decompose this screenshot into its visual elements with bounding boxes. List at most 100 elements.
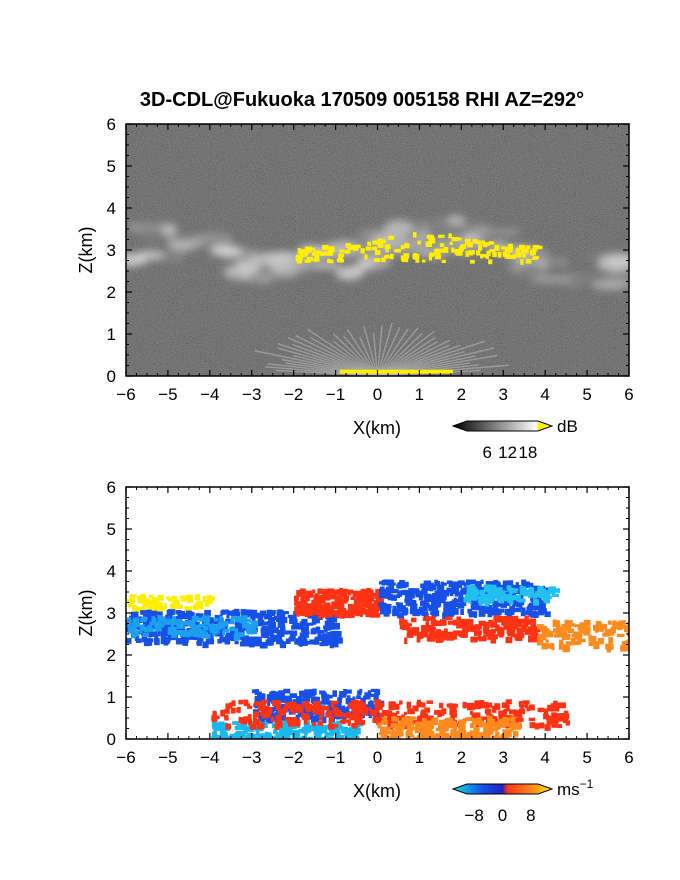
- velocity-cell: [468, 610, 473, 618]
- velocity-cell: [377, 737, 384, 739]
- velocity-cell: [246, 732, 253, 739]
- velocity-cell: [405, 731, 411, 738]
- velocity-cell: [505, 636, 513, 644]
- velocity-cell: [165, 614, 169, 622]
- velocity-cell: [180, 610, 186, 617]
- velocity-cell: [332, 690, 338, 697]
- velocity-cell: [528, 717, 536, 722]
- velocity-cell: [385, 603, 392, 609]
- intensity-cell: [465, 250, 470, 257]
- velocity-cell: [261, 707, 269, 711]
- velocity-cell: [413, 589, 417, 594]
- velocity-cell: [532, 585, 540, 592]
- intensity-cell: [438, 234, 445, 238]
- velocity-cell: [287, 614, 294, 618]
- velocity-cell: [333, 710, 342, 717]
- intensity-blob: [313, 262, 342, 269]
- velocity-cell: [240, 722, 248, 730]
- velocity-cell: [289, 638, 295, 642]
- velocity-cell: [511, 595, 518, 601]
- velocity-cell: [304, 594, 310, 602]
- velocity-cell: [385, 726, 391, 731]
- velocity-cell: [413, 737, 419, 739]
- velocity-cell: [462, 628, 468, 634]
- velocity-cell: [431, 620, 438, 626]
- velocity-cell: [400, 724, 405, 730]
- velocity-cell: [415, 721, 421, 728]
- velocity-cell: [288, 722, 295, 727]
- velocity-cell: [148, 594, 154, 598]
- velocity-cell: [510, 584, 514, 588]
- velocity-cell: [439, 702, 444, 709]
- velocity-cell: [359, 700, 363, 708]
- velocity-cell: [571, 623, 576, 627]
- velocity-cell: [306, 622, 314, 626]
- velocity-cell: [317, 610, 322, 616]
- intensity-y-axis-label: Z(km): [76, 227, 96, 274]
- velocity-cell: [316, 604, 325, 609]
- velocity-cell: [320, 629, 325, 634]
- velocity-cell: [343, 591, 348, 599]
- velocity-cell: [266, 713, 271, 718]
- velocity-cell: [448, 620, 456, 625]
- x-tick-label: 3: [499, 748, 508, 767]
- velocity-cell: [417, 738, 426, 739]
- y-tick-label: 0: [107, 367, 116, 386]
- velocity-cell: [443, 605, 450, 610]
- intensity-features: [126, 214, 629, 376]
- velocity-cell: [341, 610, 349, 614]
- velocity-cell: [543, 600, 551, 604]
- velocity-cell: [411, 627, 420, 632]
- velocity-cell: [245, 625, 250, 633]
- velocity-cell: [440, 619, 447, 626]
- x-tick-label: 0: [373, 385, 382, 404]
- velocity-cell: [519, 586, 524, 593]
- intensity-cell: [480, 253, 484, 259]
- velocity-cell: [391, 716, 397, 721]
- velocity-cell: [247, 705, 253, 709]
- velocity-cell: [172, 616, 177, 620]
- velocity-cell: [215, 725, 223, 731]
- velocity-cell: [507, 625, 516, 631]
- velocity-cell: [175, 638, 184, 645]
- velocity-cell: [348, 730, 357, 736]
- intensity-blob: [519, 262, 542, 280]
- y-tick-label: 4: [107, 562, 116, 581]
- velocity-cell: [186, 594, 193, 601]
- velocity-cell: [221, 735, 230, 739]
- velocity-cell: [503, 616, 510, 620]
- velocity-cell: [274, 615, 281, 621]
- velocity-cell: [262, 703, 266, 710]
- velocity-cell: [347, 603, 354, 611]
- velocity-cell: [330, 716, 334, 723]
- velocity-cell: [608, 637, 614, 644]
- velocity-cell: [564, 619, 569, 626]
- velocity-cell: [159, 602, 163, 607]
- intensity-cell: [304, 246, 312, 253]
- velocity-cell: [520, 612, 526, 617]
- velocity-cell: [493, 602, 501, 607]
- fan-ray: [343, 335, 379, 376]
- velocity-cell: [397, 582, 405, 589]
- velocity-cell: [404, 637, 408, 645]
- velocity-cell: [238, 627, 245, 634]
- velocity-cell: [307, 726, 314, 731]
- velocity-cell: [518, 717, 524, 722]
- intensity-blob: [529, 276, 572, 284]
- velocity-cell: [565, 641, 572, 646]
- velocity-cell: [405, 595, 412, 600]
- velocity-cell: [544, 724, 551, 731]
- velocity-cell: [408, 716, 416, 720]
- velocity-cell: [457, 605, 465, 609]
- velocity-cell: [363, 596, 370, 602]
- velocity-cell: [224, 708, 230, 714]
- velocity-cell: [295, 608, 301, 615]
- velocity-cell: [267, 700, 271, 707]
- velocity-cell: [149, 638, 154, 643]
- velocity-cell: [502, 600, 510, 605]
- intensity-cell: [475, 240, 482, 245]
- intensity-blob: [349, 263, 374, 271]
- velocity-cell: [381, 709, 389, 717]
- velocity-cell: [226, 632, 233, 638]
- colorbar-tick-label: 8: [526, 806, 535, 825]
